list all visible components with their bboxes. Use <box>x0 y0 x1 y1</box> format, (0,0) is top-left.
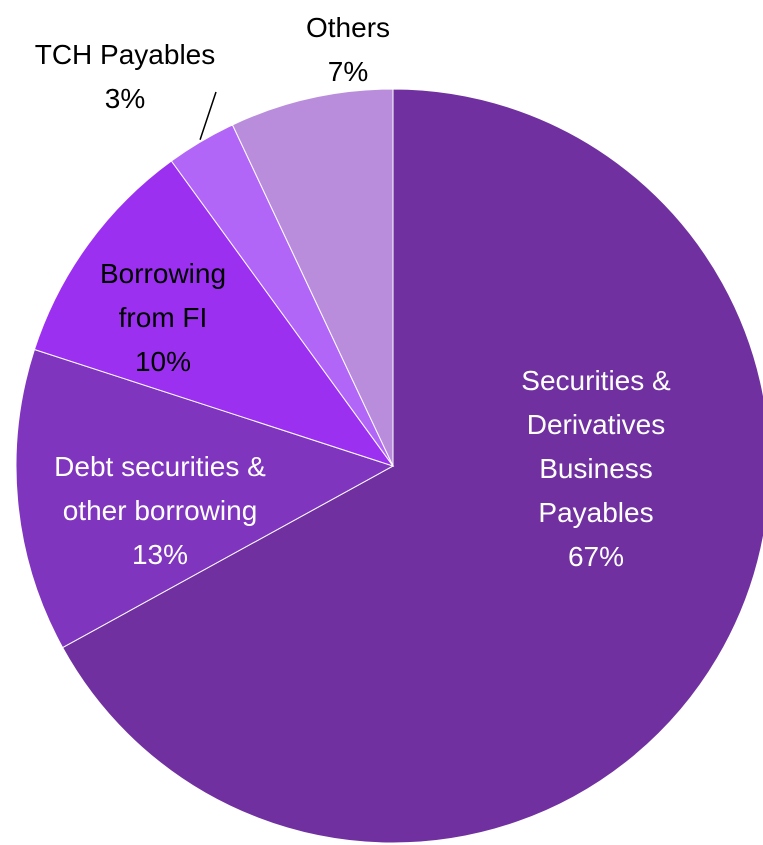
slice-label-line-0-1: Derivatives <box>527 409 665 440</box>
slice-label-line-0-3: Payables <box>538 497 653 528</box>
slice-label-line-0-2: Business <box>539 453 653 484</box>
pie-slice-2 <box>33 160 395 467</box>
slice-label-1: Debt securities & other borrowing 13% <box>54 451 266 570</box>
pie-slice-4 <box>231 88 394 467</box>
slice-percent-0: 67% <box>568 541 624 572</box>
pie-slice-1 <box>15 348 395 649</box>
slice-label-line-1-1: other borrowing <box>63 495 258 526</box>
pie-slices <box>15 88 763 844</box>
slice-label-line-1-0: Debt securities & <box>54 451 266 482</box>
slice-percent-4: 7% <box>328 56 368 87</box>
slice-label-2: Borrowing from FI 10% <box>100 258 226 377</box>
leader-line-tch-payables <box>199 91 217 141</box>
slice-label-0: Securities & Derivatives Business Payables 6… <box>521 365 671 572</box>
slice-percent-2: 10% <box>135 346 191 377</box>
slice-label-line-2-0: Borrowing <box>100 258 226 289</box>
slice-label-4: Others 7% <box>306 12 390 87</box>
slice-label-3: TCH Payables 3% <box>35 39 216 114</box>
pie-slice-0 <box>61 88 763 844</box>
slice-percent-3: 3% <box>105 83 145 114</box>
slice-label-line-2-1: from FI <box>119 302 208 333</box>
slice-percent-1: 13% <box>132 539 188 570</box>
slice-label-line-0-0: Securities & <box>521 365 671 396</box>
slice-label-line-3-0: TCH Payables <box>35 39 216 70</box>
slice-label-line-4-0: Others <box>306 12 390 43</box>
